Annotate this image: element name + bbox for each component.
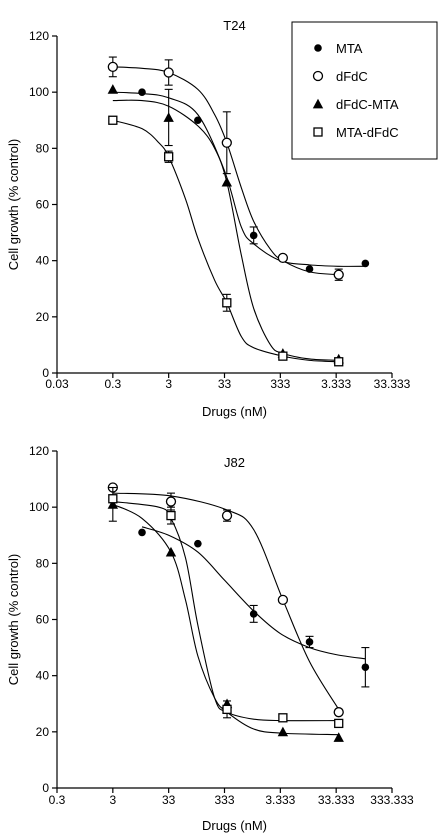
fit-curve xyxy=(112,503,339,736)
data-point xyxy=(107,84,119,94)
data-point xyxy=(222,298,232,308)
chart-title: J82 xyxy=(224,455,245,470)
data-point xyxy=(138,88,146,96)
series-mta-dfdc xyxy=(108,115,344,367)
data-point xyxy=(194,116,202,125)
x-tick-label: 333.333 xyxy=(370,793,414,807)
legend-label: dFdC xyxy=(336,69,368,84)
data-point xyxy=(221,137,232,148)
data-point xyxy=(277,252,289,264)
x-tick-label: 33 xyxy=(218,377,232,391)
x-tick-label: 3.333 xyxy=(321,377,351,391)
data-point xyxy=(107,499,119,509)
legend-label: dFdC-MTA xyxy=(336,97,399,112)
data-point xyxy=(249,231,258,240)
y-tick-label: 80 xyxy=(36,556,50,570)
fit-curve xyxy=(112,91,366,267)
data-point xyxy=(108,494,118,504)
data-point xyxy=(166,510,176,521)
y-tick-label: 100 xyxy=(29,85,49,99)
data-point xyxy=(361,663,370,672)
y-axis-title: Cell growth (% control) xyxy=(6,139,21,271)
data-point xyxy=(249,610,258,618)
data-point xyxy=(277,726,289,737)
data-point xyxy=(305,638,314,646)
data-point xyxy=(194,539,202,548)
y-tick-label: 120 xyxy=(29,444,49,458)
x-tick-label: 33.333 xyxy=(374,377,411,391)
y-tick-label: 60 xyxy=(36,198,50,212)
data-point xyxy=(333,269,344,280)
data-point xyxy=(333,732,344,742)
series-dfdc xyxy=(107,482,344,718)
data-point xyxy=(163,67,174,78)
y-axis-title: Cell growth (% control) xyxy=(6,554,21,686)
data-point xyxy=(221,176,233,187)
y-tick-label: 20 xyxy=(36,310,50,324)
legend-label: MTA-dFdC xyxy=(336,125,399,140)
x-tick-label: 0.3 xyxy=(49,793,66,807)
y-tick-label: 20 xyxy=(36,725,50,739)
data-point xyxy=(138,528,146,537)
data-point xyxy=(163,112,174,122)
x-tick-label: 333 xyxy=(214,793,234,807)
x-axis-title: Drugs (nM) xyxy=(202,404,267,419)
data-point xyxy=(165,496,177,507)
x-tick-label: 3 xyxy=(109,793,116,807)
legend-label: MTA xyxy=(336,41,363,56)
legend-marker xyxy=(314,44,322,52)
x-tick-label: 0.03 xyxy=(45,377,69,391)
legend-marker xyxy=(312,70,324,82)
y-tick-label: 80 xyxy=(36,141,50,155)
legend-marker xyxy=(312,98,324,109)
series-mta xyxy=(138,526,370,688)
y-tick-label: 40 xyxy=(36,254,50,268)
data-point xyxy=(278,351,288,361)
x-tick-label: 3.333 xyxy=(265,793,295,807)
x-tick-label: 33 xyxy=(162,793,176,807)
series-mta-dfdc xyxy=(108,494,344,729)
x-tick-label: 333 xyxy=(270,377,290,391)
data-point xyxy=(278,713,288,723)
fit-curve xyxy=(141,526,366,660)
data-point xyxy=(334,718,344,729)
fit-curve xyxy=(112,501,339,722)
data-point xyxy=(165,546,177,557)
y-tick-label: 120 xyxy=(29,29,49,43)
fit-curve xyxy=(112,492,340,710)
y-tick-label: 0 xyxy=(42,366,49,380)
x-tick-label: 3 xyxy=(165,377,172,391)
data-point xyxy=(222,704,232,715)
data-point xyxy=(333,707,344,718)
y-tick-label: 0 xyxy=(42,781,49,795)
legend-marker xyxy=(313,127,323,137)
y-tick-label: 100 xyxy=(29,500,49,514)
series-mta xyxy=(112,88,370,273)
data-point xyxy=(361,259,370,268)
data-point xyxy=(334,357,344,367)
x-tick-label: 0.3 xyxy=(104,377,121,391)
data-point xyxy=(107,61,118,73)
series-dfdc-mta xyxy=(107,486,344,742)
data-point xyxy=(221,510,233,521)
y-tick-label: 40 xyxy=(36,669,50,683)
data-point xyxy=(164,152,174,162)
x-tick-label: 33.333 xyxy=(318,793,355,807)
legend: MTA dFdC dFdC-MTA MTA-dFdC xyxy=(291,21,438,160)
x-axis-title: Drugs (nM) xyxy=(202,818,267,833)
data-point xyxy=(277,594,289,605)
data-point xyxy=(108,115,118,125)
chart-title: T24 xyxy=(223,18,245,33)
y-tick-label: 60 xyxy=(36,613,50,627)
